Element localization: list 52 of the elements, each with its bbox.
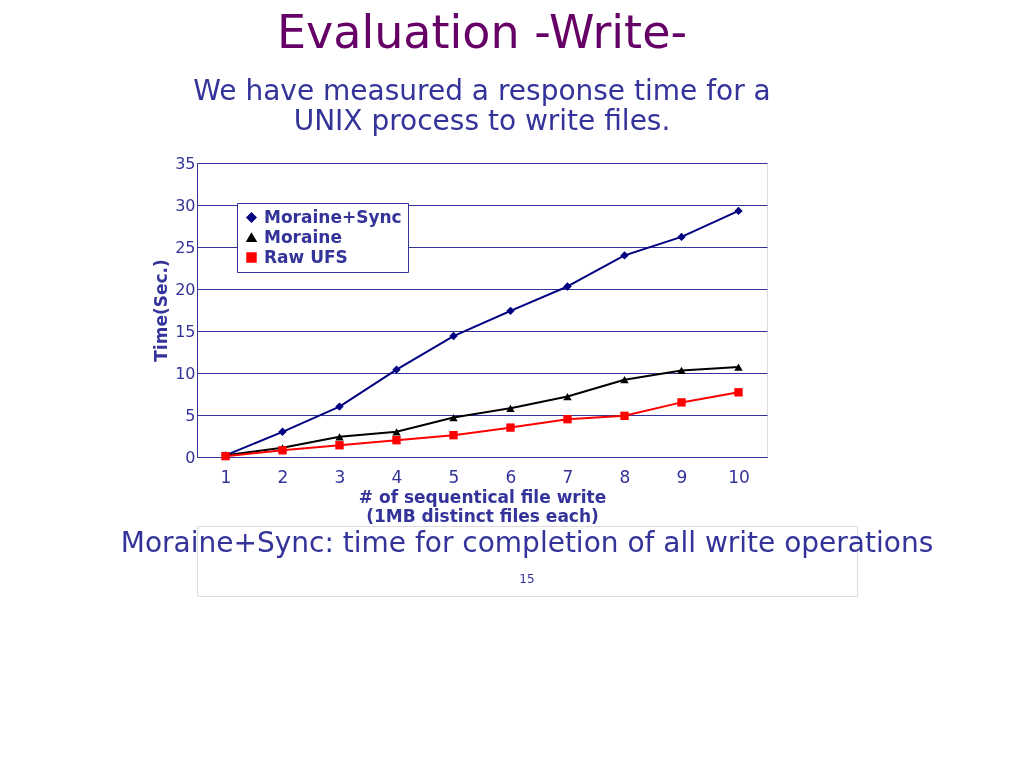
point <box>734 388 743 397</box>
point <box>620 251 629 260</box>
x-tick-label: 8 <box>619 466 631 487</box>
chart-title: Evaluation -Write- <box>276 5 688 59</box>
x-tick-label: 2 <box>277 466 289 487</box>
point <box>677 398 686 407</box>
x-tick-label: 7 <box>562 466 574 487</box>
y-tick-label: 20 <box>175 279 196 299</box>
point <box>392 428 401 436</box>
y-tick-label: 5 <box>185 405 196 425</box>
legend-label: Moraine+Sync <box>264 206 402 227</box>
point <box>335 433 344 441</box>
x-tick-label: 4 <box>391 466 403 487</box>
point <box>563 415 572 424</box>
y-tick-label: 15 <box>175 321 196 341</box>
text: 15 <box>519 571 535 586</box>
point <box>392 365 401 374</box>
point <box>620 411 629 421</box>
point <box>734 363 743 371</box>
point <box>506 404 515 412</box>
point <box>335 441 344 450</box>
y-tick-label: 35 <box>175 153 196 173</box>
legend-label: Moraine <box>264 226 342 247</box>
y-tick-label: 10 <box>175 363 196 383</box>
x-axis-title: # of sequentical file write (1MB distinct files each) <box>358 486 607 526</box>
point <box>677 366 686 375</box>
chart-subtitle: We have measured a response time for a UNIX process to write files. <box>193 74 771 137</box>
y-axis-title: Time(Sec.) <box>151 259 172 362</box>
point <box>563 282 572 291</box>
y-tick-label: 30 <box>175 195 196 215</box>
point <box>677 232 686 242</box>
point <box>449 413 458 422</box>
y-tick-label: 25 <box>175 237 196 257</box>
y-tick-label: 0 <box>185 447 196 467</box>
x-tick-label: 3 <box>334 466 346 487</box>
x-tick-label: 5 <box>448 466 460 487</box>
point <box>620 376 629 384</box>
point <box>335 402 344 411</box>
x-tick-label: 6 <box>505 466 517 487</box>
point <box>449 430 458 440</box>
x-tick-label: 9 <box>676 466 688 487</box>
point <box>563 392 572 401</box>
point <box>449 331 458 341</box>
point <box>506 306 515 316</box>
x-tick-label: 10 <box>728 466 750 487</box>
point <box>506 423 515 432</box>
point <box>278 427 287 436</box>
x-tick-label: 1 <box>220 466 232 487</box>
legend-label: Raw UFS <box>264 246 348 267</box>
point <box>392 436 401 445</box>
point <box>734 206 743 216</box>
text: Moraine+Sync: time for completion of all write operations <box>120 525 934 559</box>
